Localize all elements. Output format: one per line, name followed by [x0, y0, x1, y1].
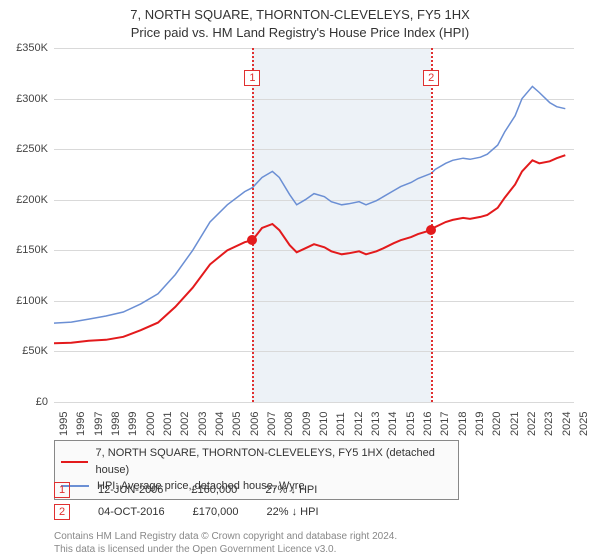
- sale-price-2: £170,000: [193, 506, 239, 518]
- sale-delta-1: 27% ↓ HPI: [265, 484, 317, 496]
- x-tick-label: 2025: [578, 412, 590, 436]
- title-address: 7, NORTH SQUARE, THORNTON-CLEVELEYS, FY5…: [0, 6, 600, 24]
- x-tick-label: 2022: [526, 412, 538, 436]
- x-tick-label: 2001: [162, 412, 174, 436]
- sale-row-2: 2 04-OCT-2016 £170,000 22% ↓ HPI: [54, 504, 319, 520]
- x-tick-label: 2002: [179, 412, 191, 436]
- x-tick-label: 2016: [422, 412, 434, 436]
- sale-delta-2: 22% ↓ HPI: [267, 506, 319, 518]
- attribution-line2: This data is licensed under the Open Gov…: [54, 543, 397, 556]
- x-tick-label: 2005: [231, 412, 243, 436]
- x-tick-label: 2013: [370, 412, 382, 436]
- series-property: [54, 155, 565, 343]
- x-tick-label: 2017: [439, 412, 451, 436]
- x-tick-label: 2021: [509, 412, 521, 436]
- x-tick-label: 1998: [110, 412, 122, 436]
- x-tick-label: 2023: [543, 412, 555, 436]
- series-lines: [54, 48, 574, 402]
- x-tick-label: 2009: [301, 412, 313, 436]
- sale-dot: [426, 225, 436, 235]
- x-tick-label: 1997: [93, 412, 105, 436]
- plot-area: 12 £0£50K£100K£150K£200K£250K£300K£350K …: [54, 48, 574, 402]
- sale-row-1: 1 12-JUN-2006 £160,000 27% ↓ HPI: [54, 482, 317, 498]
- legend-label-property: 7, NORTH SQUARE, THORNTON-CLEVELEYS, FY5…: [96, 445, 452, 478]
- y-tick-label: £250K: [0, 143, 48, 155]
- x-tick-label: 2008: [283, 412, 295, 436]
- x-tick-label: 2000: [145, 412, 157, 436]
- x-tick-label: 2007: [266, 412, 278, 436]
- y-tick-label: £350K: [0, 42, 48, 54]
- x-tick-label: 2018: [457, 412, 469, 436]
- x-tick-label: 2015: [405, 412, 417, 436]
- title-subtitle: Price paid vs. HM Land Registry's House …: [0, 24, 600, 42]
- y-tick-label: £150K: [0, 244, 48, 256]
- sale-price-1: £160,000: [191, 484, 237, 496]
- x-tick-label: 2014: [387, 412, 399, 436]
- x-tick-label: 2011: [335, 412, 347, 436]
- legend-row-property: 7, NORTH SQUARE, THORNTON-CLEVELEYS, FY5…: [61, 445, 452, 478]
- x-tick-label: 2019: [474, 412, 486, 436]
- title-area: 7, NORTH SQUARE, THORNTON-CLEVELEYS, FY5…: [0, 0, 600, 44]
- sale-marker-2: 2: [54, 504, 70, 520]
- y-tick-label: £0: [0, 396, 48, 408]
- chart-container: 7, NORTH SQUARE, THORNTON-CLEVELEYS, FY5…: [0, 0, 600, 560]
- x-tick-label: 1995: [58, 412, 70, 436]
- sale-date-1: 12-JUN-2006: [98, 484, 163, 496]
- x-tick-label: 2010: [318, 412, 330, 436]
- series-hpi: [54, 86, 565, 323]
- legend-swatch-property: [61, 461, 88, 463]
- y-tick-label: £100K: [0, 295, 48, 307]
- y-tick-label: £300K: [0, 93, 48, 105]
- attribution: Contains HM Land Registry data © Crown c…: [54, 530, 397, 556]
- sale-date-2: 04-OCT-2016: [98, 506, 165, 518]
- marker-box: 1: [244, 70, 260, 86]
- marker-box: 2: [423, 70, 439, 86]
- x-tick-label: 1999: [127, 412, 139, 436]
- attribution-line1: Contains HM Land Registry data © Crown c…: [54, 530, 397, 543]
- x-tick-label: 2004: [214, 412, 226, 436]
- x-tick-label: 2003: [197, 412, 209, 436]
- y-tick-label: £200K: [0, 194, 48, 206]
- x-tick-label: 1996: [75, 412, 87, 436]
- x-tick-label: 2012: [353, 412, 365, 436]
- x-tick-label: 2006: [249, 412, 261, 436]
- sale-dot: [247, 235, 257, 245]
- x-tick-label: 2020: [491, 412, 503, 436]
- y-tick-label: £50K: [0, 345, 48, 357]
- sale-marker-1: 1: [54, 482, 70, 498]
- x-tick-label: 2024: [561, 412, 573, 436]
